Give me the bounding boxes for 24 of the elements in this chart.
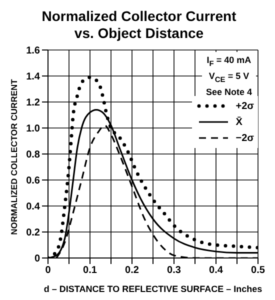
y-tick-label: 0.4 xyxy=(26,202,40,213)
y-tick-label: 1.2 xyxy=(26,98,40,109)
x-axis-title: d – DISTANCE TO REFLECTIVE SURFACE – Inches xyxy=(44,284,262,294)
x-tick-label: 0.2 xyxy=(125,265,140,276)
x-tick-label: 0 xyxy=(45,265,52,276)
legend-label: +2σ xyxy=(236,100,254,112)
annotation: See Note 4 xyxy=(206,86,252,98)
y-tick-label: 0.2 xyxy=(26,228,40,239)
legend-label: X̄ xyxy=(236,116,242,128)
y-tick-label: 1.0 xyxy=(26,124,40,135)
y-tick-label: 0.8 xyxy=(26,150,40,161)
annotation: I$_{F}$ = 40 mA xyxy=(206,54,252,70)
chart-title: Normalized Collector Current vs. Object Distance xyxy=(40,8,238,43)
x-tick-label: 0.3 xyxy=(167,265,182,276)
y-tick-label: 1.6 xyxy=(26,46,40,57)
y-tick-label: 1.4 xyxy=(26,72,40,83)
y-tick-label: 0.6 xyxy=(26,176,40,187)
x-tick-label: 0.5 xyxy=(251,265,266,276)
x-tick-label: 0.1 xyxy=(83,265,98,276)
y-tick-label: 0 xyxy=(34,254,40,265)
y-axis-title: NORMALIZED COLLECTOR CURRENT xyxy=(9,79,20,235)
legend-label: −2σ xyxy=(236,132,254,144)
x-tick-label: 0.4 xyxy=(209,265,224,276)
annotation: V$_{CE}$ = 5 V xyxy=(208,70,250,86)
